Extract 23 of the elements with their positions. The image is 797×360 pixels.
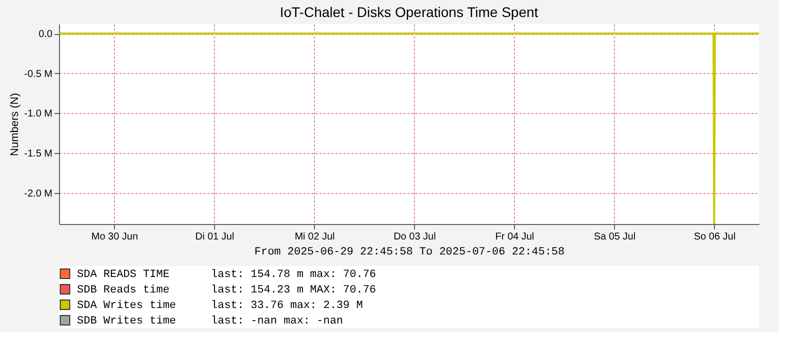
y-tick-label: -1.0 M	[24, 108, 52, 120]
x-tick-label: So 06 Jul	[694, 232, 736, 242]
legend-label: SDA READS TIME	[77, 268, 170, 281]
x-tick-label: Mi 02 Jul	[294, 232, 335, 242]
text: last: -nan max: -nan	[211, 315, 344, 328]
legend-label: SDB Writes time	[77, 315, 176, 328]
x-tick-label: Sa 05 Jul	[594, 232, 636, 242]
y-axis-title: Numbers (N)	[9, 93, 22, 156]
y-tick-label: -2.0 M	[24, 188, 52, 200]
text: last: 154.23 m MAX: 70.76	[211, 284, 376, 296]
legend-label: SDA Writes time	[77, 300, 176, 312]
x-tick-label: Fr 04 Jul	[495, 232, 534, 242]
y-tick-label: 0.0	[38, 29, 53, 40]
x-axis-title: From 2025-06-29 22:45:58 To 2025-07-06 22:45:58	[254, 246, 565, 258]
text: last: 154.78 m max: 70.76	[211, 268, 376, 281]
x-tick-label: Mo 30 Jun	[91, 232, 138, 242]
x-tick-label: Di 01 Jul	[195, 232, 234, 242]
legend-label: SDB Reads time	[77, 284, 170, 296]
y-tick-label: -0.5 M	[24, 68, 52, 80]
y-tick-label: -1.5 M	[24, 148, 52, 160]
x-tick-label: Do 03 Jul	[394, 232, 436, 242]
text: last: 33.76 max: 2.39 M	[211, 300, 363, 312]
chart-title: IoT-Chalet - Disks Operations Time Spent	[280, 4, 538, 20]
